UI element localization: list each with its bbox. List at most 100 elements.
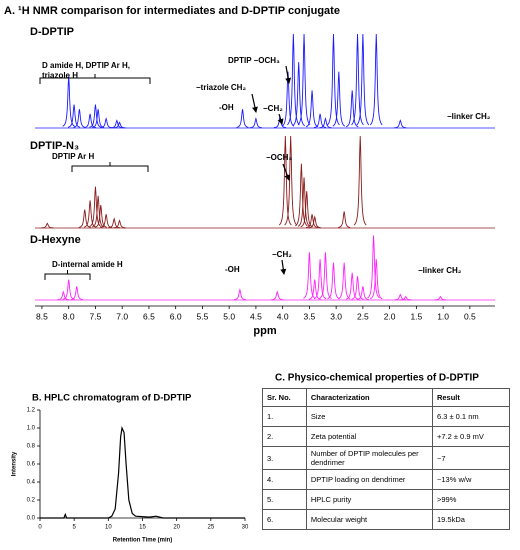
table-cell: Molecular weight <box>305 509 433 530</box>
y-tick-label: 1.2 <box>27 408 36 414</box>
table-cell: 3. <box>262 446 307 470</box>
nmr-peak <box>327 33 340 126</box>
x-tick-label: 0 <box>38 525 42 531</box>
spectrum-label: D-Hexyne <box>30 234 81 246</box>
y-axis-label: Intensity <box>12 451 18 476</box>
x-tick-label: 8.5 <box>36 311 48 321</box>
x-tick-label: 4.0 <box>277 311 289 321</box>
annotation: -OH <box>225 265 240 274</box>
nmr-peak <box>89 186 102 228</box>
table-cell: Size <box>305 406 433 427</box>
x-tick-label: 7.0 <box>116 311 128 321</box>
x-tick-label: 1.5 <box>410 311 422 321</box>
nmr-peak <box>113 121 126 129</box>
annotation: triazole H <box>42 71 78 80</box>
x-axis-label: Retention Time (min) <box>113 538 173 544</box>
nmr-peak <box>94 204 107 228</box>
nmr-peak <box>303 252 316 299</box>
nmr-peak <box>314 113 327 128</box>
x-tick-label: 5.0 <box>223 311 235 321</box>
nmr-peak <box>367 235 380 299</box>
nmr-peak <box>41 222 54 229</box>
x-tick-label: 6.5 <box>143 311 155 321</box>
nmr-peak <box>233 288 246 301</box>
nmr-peak <box>346 90 359 128</box>
x-tick-label: 20 <box>173 525 180 531</box>
table-cell: +7.2 ± 0.9 mV <box>431 426 511 447</box>
x-tick-label: 0.5 <box>464 311 476 321</box>
annotation-arrow <box>251 93 258 113</box>
nmr-peak <box>338 211 351 228</box>
annotation: −linker CH₂ <box>447 112 491 121</box>
nmr-peak <box>292 62 305 127</box>
nmr-peak <box>394 293 407 301</box>
annotation: −triazole CH₂ <box>196 83 246 92</box>
x-tick-label: 1.0 <box>437 311 449 321</box>
table-cell: Zeta potential <box>305 426 433 447</box>
nmr-peak <box>295 163 308 227</box>
nmr-peak <box>305 90 319 128</box>
y-tick-label: 0.8 <box>27 444 36 450</box>
nmr-peak <box>356 286 369 301</box>
table-row: 5. HPLC purity >99% <box>262 489 511 510</box>
nmr-peak <box>62 76 75 127</box>
nmr-peak <box>287 33 300 126</box>
table-cell: ~13% w/w <box>431 469 511 490</box>
table-cell: ~7 <box>431 446 511 470</box>
annotation: D amide H, DPTIP Ar H, <box>42 61 130 70</box>
y-tick-label: 0.0 <box>27 516 36 522</box>
annotation-arrow <box>282 163 291 181</box>
nmr-peak <box>236 109 249 128</box>
nmr-peak <box>110 119 123 129</box>
y-tick-label: 0.4 <box>27 480 36 486</box>
x-tick-label: 15 <box>139 525 146 531</box>
nmr-peak <box>92 109 105 128</box>
annotation: −CH₂ <box>263 104 283 113</box>
annotation-bracket <box>39 74 151 84</box>
table-cell: HPLC purity <box>305 489 433 510</box>
nmr-peak <box>332 71 346 127</box>
table-row: 4. DPTIP loading on dendrimer ~13% w/w <box>262 469 511 490</box>
table-cell: 6. <box>262 509 307 530</box>
nmr-peak <box>399 295 412 301</box>
nmr-peak <box>369 33 383 126</box>
nmr-peak <box>113 219 126 229</box>
panel-a-title: A. ¹H NMR comparison for intermediates a… <box>4 5 340 17</box>
panel-b-title: B. HPLC chromatogram of D-DPTIP <box>32 393 192 404</box>
table-cell: 4. <box>262 469 307 490</box>
nmr-peak <box>67 104 81 128</box>
nmr-peak <box>356 33 370 126</box>
column-header: Result <box>431 388 511 407</box>
nmr-peak <box>278 135 292 226</box>
x-tick-label: 3.0 <box>330 311 342 321</box>
nmr-peak <box>346 272 359 300</box>
nmr-peak <box>327 262 340 300</box>
x-tick-label: 4.5 <box>250 311 262 321</box>
table-body: 1. Size 6.3 ± 0.1 nm 2. Zeta potential +7.2 ±… <box>262 406 511 530</box>
nmr-peak <box>70 286 83 301</box>
annotation-arrow <box>280 259 287 275</box>
table-row: 3. Number of DPTIP molecules per dendrime… <box>262 446 511 470</box>
annotation: −OCH₃ <box>266 153 292 162</box>
nmr-peak <box>300 191 313 228</box>
x-tick-label: 2.5 <box>357 311 369 321</box>
table-row: 6. Molecular weight 19.5kDa <box>262 509 511 530</box>
x-axis-label: ppm <box>253 325 276 337</box>
table-cell: >99% <box>431 489 511 510</box>
table-cell: Number of DPTIP molecules per dendrimer <box>305 446 433 470</box>
nmr-peak <box>337 262 351 300</box>
table-cell: 2. <box>262 426 307 447</box>
table-cell: 1. <box>262 406 307 427</box>
annotation-bracket <box>71 162 149 172</box>
annotation: D-internal amide H <box>52 260 123 269</box>
annotation: −linker CH₂ <box>418 266 462 275</box>
nmr-peak <box>297 177 311 227</box>
nmr-peak <box>78 209 91 228</box>
nmr-peak <box>108 217 121 229</box>
chromatogram-line <box>40 425 245 519</box>
panel-c-title: C. Physico-chemical properties of D-DPTI… <box>275 373 479 384</box>
nmr-peak <box>57 290 70 301</box>
table-cell: 19.5kDa <box>431 509 511 530</box>
